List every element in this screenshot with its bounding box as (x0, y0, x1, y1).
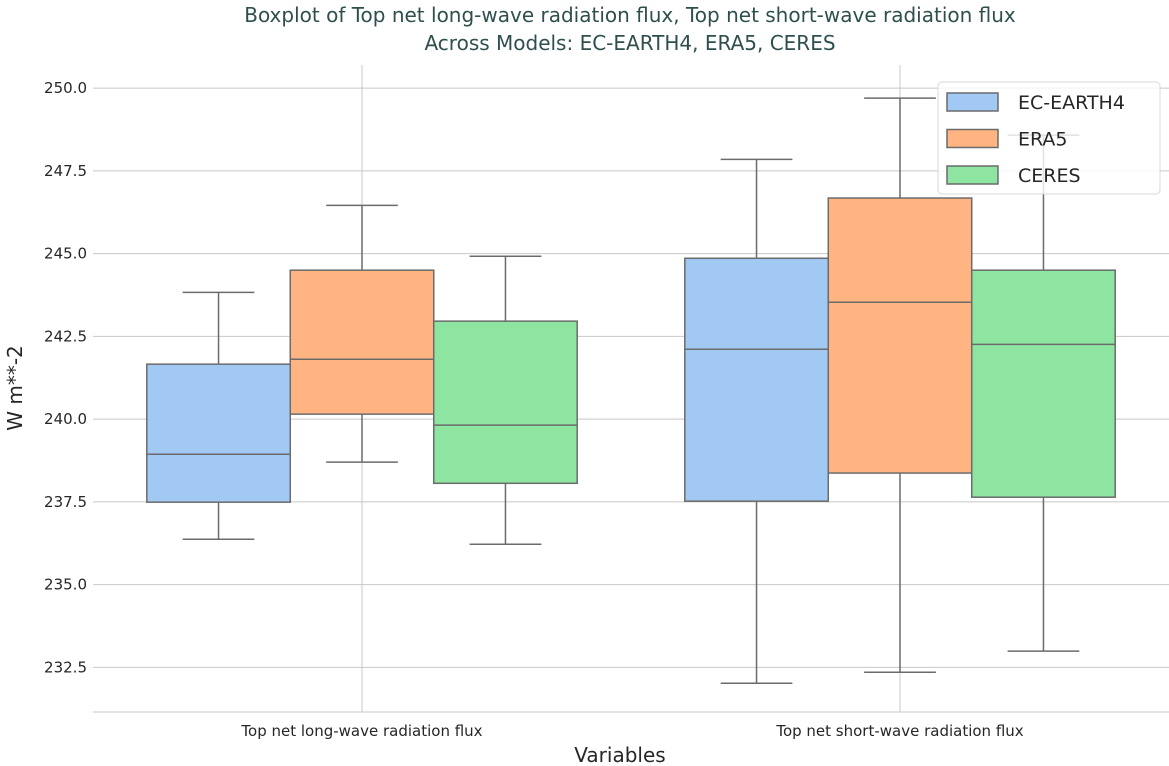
y-tick-label: 232.5 (44, 658, 87, 676)
y-tick-label: 245.0 (44, 245, 87, 263)
x-tick-label: Top net short-wave radiation flux (775, 722, 1023, 740)
box-era5 (827, 97, 973, 674)
box-ceres (970, 134, 1116, 652)
iqr-box (146, 363, 292, 503)
y-tick-label: 247.5 (44, 162, 87, 180)
legend-label: CERES (1018, 165, 1081, 187)
y-tick-label: 242.5 (44, 327, 87, 345)
legend: EC-EARTH4 ERA5 CERES (937, 81, 1161, 195)
legend-swatch (946, 128, 999, 149)
iqr-box (289, 269, 435, 415)
box-ceres (432, 255, 578, 545)
iqr-box (432, 320, 578, 485)
legend-label: EC-EARTH4 (1018, 92, 1125, 114)
box-ec-earth4 (146, 291, 292, 540)
iqr-box (970, 269, 1116, 498)
chart-title: Boxplot of Top net long-wave radiation f… (244, 3, 1016, 27)
iqr-box (684, 257, 830, 502)
box-ec-earth4 (684, 158, 830, 684)
y-tick-label: 240.0 (44, 410, 87, 428)
y-tick-label: 250.0 (44, 79, 87, 97)
legend-swatch (946, 92, 999, 112)
x-tick-label: Top net long-wave radiation flux (240, 722, 482, 740)
legend-swatch (946, 165, 999, 185)
y-axis-label: W m**-2 (3, 345, 27, 431)
x-axis-label: Variables (574, 743, 665, 766)
chart-subtitle: Across Models: EC-EARTH4, ERA5, CERES (424, 31, 835, 55)
y-tick-label: 235.0 (44, 576, 87, 594)
box-era5 (289, 204, 435, 463)
y-tick-label: 237.5 (44, 493, 87, 511)
iqr-box (827, 197, 973, 474)
legend-label: ERA5 (1018, 129, 1068, 151)
